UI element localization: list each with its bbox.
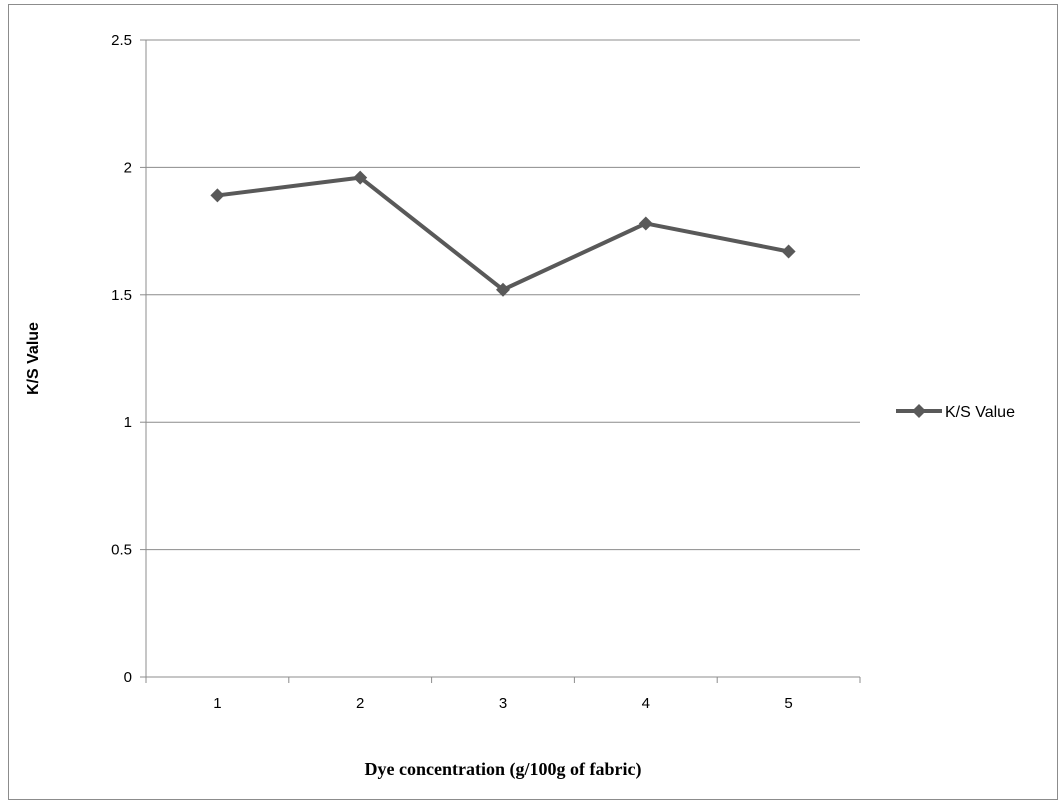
x-axis-title: Dye concentration (g/100g of fabric) — [365, 759, 642, 780]
y-tick-label: 2.5 — [111, 32, 132, 49]
y-tick-label: 2 — [124, 159, 132, 176]
legend: K/S Value — [896, 404, 1015, 421]
y-tick-label: 1 — [124, 414, 132, 431]
legend-diamond-marker — [912, 404, 926, 418]
x-tick-labels: 1 2 3 4 5 — [145, 677, 861, 712]
legend-label: K/S Value — [945, 404, 1015, 421]
data-point-marker — [781, 244, 796, 259]
x-tick-label: 3 — [499, 695, 507, 712]
data-point-marker — [210, 188, 225, 203]
y-tick-labels: 0 0.5 1 1.5 2 2.5 — [111, 32, 146, 686]
x-tick-label: 2 — [356, 695, 364, 712]
gridlines — [146, 39, 860, 678]
y-tick-label: 1.5 — [111, 287, 132, 304]
data-point-marker — [638, 216, 653, 231]
y-tick-label: 0.5 — [111, 542, 132, 559]
data-point-marker — [353, 170, 368, 185]
series — [210, 170, 796, 297]
data-point-marker — [496, 282, 510, 297]
series-line — [217, 175, 789, 292]
x-tick-label: 4 — [642, 695, 650, 712]
y-tick-label: 0 — [124, 669, 132, 686]
x-tick-label: 5 — [784, 695, 792, 712]
chart-frame — [8, 4, 1058, 800]
y-axis-title: K/S Value — [25, 322, 42, 395]
x-tick-label: 1 — [213, 695, 221, 712]
axes — [145, 40, 860, 678]
